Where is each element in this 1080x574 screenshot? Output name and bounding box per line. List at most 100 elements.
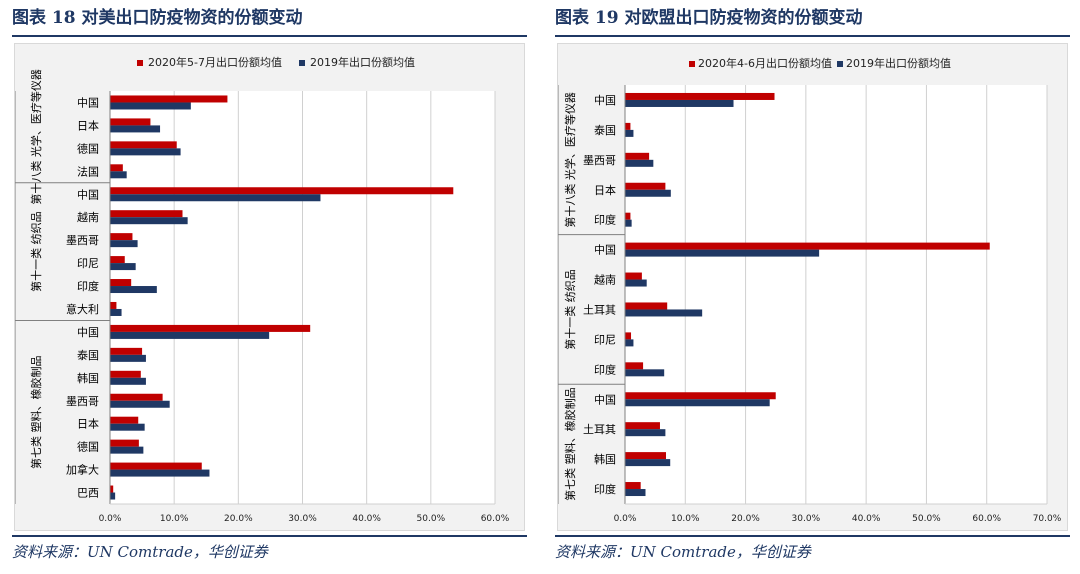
x-tick-label: 20.0%: [224, 514, 253, 524]
source-note: 资料来源：UN Comtrade，华创证券: [555, 543, 811, 561]
bar-current: [625, 332, 632, 340]
bar-current: [110, 347, 143, 355]
category-label: 巴西: [77, 487, 99, 500]
category-label: 印度: [77, 279, 99, 293]
bar-current: [625, 182, 666, 190]
category-label: 土耳其: [583, 303, 616, 316]
bar-current: [110, 95, 228, 103]
chart-panel-us: 图表 18 对美出口防疫物资的份额变动 0.0% 10.0% 20.0% 30.0% 4…: [12, 0, 527, 574]
x-tick-label: 40.0%: [352, 514, 381, 524]
bar-baseline: [110, 148, 181, 156]
bar-current: [110, 370, 141, 378]
bar-baseline: [625, 369, 665, 377]
category-label: 中国: [77, 326, 99, 339]
category-label: 德国: [77, 141, 99, 155]
bar-current: [110, 439, 139, 447]
bar-chart-us: 0.0% 10.0% 20.0% 30.0% 40.0% 50.0% 60.0% 2020年5…: [15, 55, 510, 524]
group-label: 第十一类 纺织品: [563, 269, 577, 350]
source-divider: [12, 535, 527, 537]
bar-current: [625, 362, 644, 370]
x-tick-label: 10.0%: [160, 514, 189, 524]
bar-current: [110, 187, 454, 195]
legend-swatch: [299, 60, 305, 66]
x-tick-label: 50.0%: [912, 514, 941, 524]
bar-current: [110, 485, 114, 493]
bar-current: [625, 302, 668, 310]
category-label: 泰国: [594, 123, 616, 137]
category-label: 中国: [77, 188, 99, 201]
category-label: 法国: [77, 164, 99, 178]
category-label: 日本: [594, 183, 616, 197]
figure-title: 图表 19 对欧盟出口防疫物资的份额变动: [555, 8, 863, 28]
bar-baseline: [110, 286, 157, 294]
category-label: 越南: [594, 273, 616, 287]
chart-area: 0.0% 10.0% 20.0% 30.0% 40.0% 50.0% 60.0% 2020年5…: [14, 43, 525, 531]
bar-baseline: [625, 219, 632, 227]
bar-baseline: [110, 217, 188, 225]
category-label: 中国: [594, 94, 616, 107]
bar-baseline: [110, 377, 146, 385]
x-tick-label: 0.0%: [614, 514, 637, 524]
bar-baseline: [110, 263, 136, 271]
x-tick-label: 70.0%: [1033, 514, 1062, 524]
category-label: 日本: [77, 417, 99, 431]
bar-baseline: [110, 194, 321, 202]
bar-baseline: [110, 469, 210, 477]
x-tick-label: 40.0%: [852, 514, 881, 524]
bar-current: [110, 141, 177, 149]
bar-baseline: [625, 249, 820, 257]
category-label: 中国: [594, 393, 616, 406]
x-tick-label: 50.0%: [417, 514, 446, 524]
category-label: 中国: [77, 96, 99, 109]
bar-current: [110, 301, 117, 309]
title-divider: [555, 35, 1070, 37]
category-label: 印尼: [594, 333, 616, 346]
category-label: 印度: [594, 362, 616, 376]
bar-baseline: [625, 459, 671, 467]
x-tick-label: 60.0%: [972, 514, 1001, 524]
category-label: 印尼: [77, 257, 99, 270]
legend-label: 2020年5-7月出口份额均值: [148, 55, 282, 69]
bar-baseline: [625, 339, 634, 347]
legend-swatch: [689, 61, 695, 67]
category-label: 印度: [594, 213, 616, 227]
bar-baseline: [625, 279, 647, 287]
bar-baseline: [625, 489, 646, 497]
legend-swatch: [137, 60, 143, 66]
bar-baseline: [110, 423, 145, 431]
bar-baseline: [110, 240, 138, 248]
group-label: 第十八类 光学、医疗等仪器: [563, 92, 577, 228]
group-label: 第十一类 纺织品: [29, 211, 43, 292]
category-label: 越南: [77, 210, 99, 224]
category-label: 韩国: [77, 371, 99, 385]
bar-current: [110, 393, 163, 401]
legend-label: 2019年出口份额均值: [846, 56, 951, 70]
bar-baseline: [110, 125, 161, 133]
bar-current: [110, 416, 139, 424]
source-note: 资料来源：UN Comtrade，华创证券: [12, 543, 268, 561]
bar-current: [625, 212, 631, 220]
x-tick-label: 20.0%: [731, 514, 760, 524]
category-label: 墨西哥: [66, 234, 99, 247]
category-label: 意大利: [66, 302, 99, 316]
bar-baseline: [110, 354, 146, 362]
bar-baseline: [625, 309, 703, 317]
bar-baseline: [625, 129, 634, 137]
x-tick-label: 60.0%: [481, 514, 510, 524]
plot-background: [625, 85, 1047, 504]
x-tick-label: 0.0%: [99, 514, 122, 524]
bar-baseline: [110, 308, 122, 316]
bar-current: [110, 118, 151, 126]
legend-label: 2019年出口份额均值: [310, 55, 415, 69]
bar-baseline: [110, 492, 116, 500]
category-label: 泰国: [77, 348, 99, 362]
bar-baseline: [625, 429, 666, 437]
bar-baseline: [110, 331, 270, 339]
category-label: 韩国: [594, 452, 616, 466]
bar-current: [110, 324, 311, 332]
bar-baseline: [110, 400, 170, 408]
bar-current: [110, 462, 202, 470]
group-label: 第七类 塑料、橡胶制品: [29, 355, 43, 469]
figure-title: 图表 18 对美出口防疫物资的份额变动: [12, 8, 303, 28]
title-divider: [12, 35, 527, 37]
